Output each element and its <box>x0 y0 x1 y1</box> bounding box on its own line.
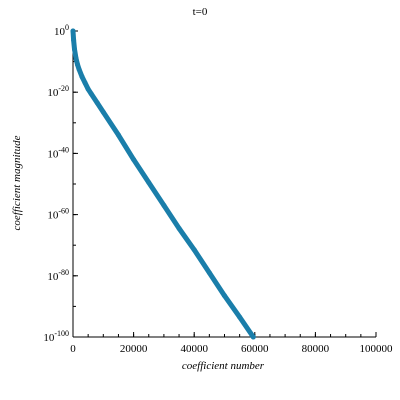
y-tick-exponent: -60 <box>58 207 69 216</box>
y-axis-label-group: coefficient magnitude <box>11 135 23 230</box>
x-tick-label: 80000 <box>302 343 330 355</box>
x-tick-label: 40000 <box>180 343 208 355</box>
y-tick-exponent: -100 <box>54 329 69 338</box>
data-point <box>131 157 137 163</box>
y-tick-base: 10 <box>43 332 55 344</box>
y-tick-base: 10 <box>47 87 59 99</box>
chart-title: t=0 <box>193 6 208 18</box>
data-point <box>115 132 121 138</box>
y-tick-base: 10 <box>47 210 59 222</box>
y-tick-exponent: 0 <box>65 23 69 32</box>
data-point <box>76 66 82 72</box>
data-point <box>161 202 167 208</box>
y-tick-exponent: -80 <box>58 268 69 277</box>
data-point <box>146 179 152 185</box>
data-point <box>72 46 78 52</box>
data-point <box>250 334 256 340</box>
x-tick-label: 60000 <box>241 343 269 355</box>
series-layer <box>70 28 256 340</box>
y-tick-label: 10-100 <box>43 329 69 344</box>
data-point <box>75 62 81 68</box>
data-point <box>94 100 100 106</box>
data-point <box>73 56 79 62</box>
y-axis-label: coefficient magnitude <box>11 135 23 230</box>
y-tick-base: 10 <box>47 271 59 283</box>
data-point <box>237 314 243 320</box>
y-tick-label: 10-80 <box>47 268 69 283</box>
data-point <box>85 86 91 92</box>
y-tick-label: 10-40 <box>47 145 69 160</box>
y-tick-exponent: -20 <box>58 84 69 93</box>
data-point <box>176 225 182 231</box>
x-axis-label: coefficient number <box>182 360 265 372</box>
data-point <box>82 80 88 86</box>
x-ticks: 0 20000 40000 60000 80000 100000 <box>70 332 393 355</box>
y-tick-label: 10-60 <box>47 207 69 222</box>
data-point <box>191 247 197 253</box>
y-tick-base: 10 <box>47 148 59 160</box>
y-tick-base: 10 <box>54 26 66 38</box>
data-point <box>222 293 227 299</box>
y-tick-label: 100 <box>54 23 69 38</box>
x-tick-label: 0 <box>70 343 76 355</box>
data-point <box>206 270 212 276</box>
x-tick-label: 100000 <box>360 343 394 355</box>
data-point <box>100 109 106 115</box>
y-tick-label: 10-20 <box>47 84 69 99</box>
data-point <box>79 74 85 80</box>
x-tick-label: 20000 <box>120 343 148 355</box>
data-point <box>71 37 77 43</box>
y-tick-exponent: -40 <box>58 145 69 154</box>
data-point <box>88 91 94 97</box>
series-line <box>70 28 256 340</box>
data-point <box>70 28 76 34</box>
